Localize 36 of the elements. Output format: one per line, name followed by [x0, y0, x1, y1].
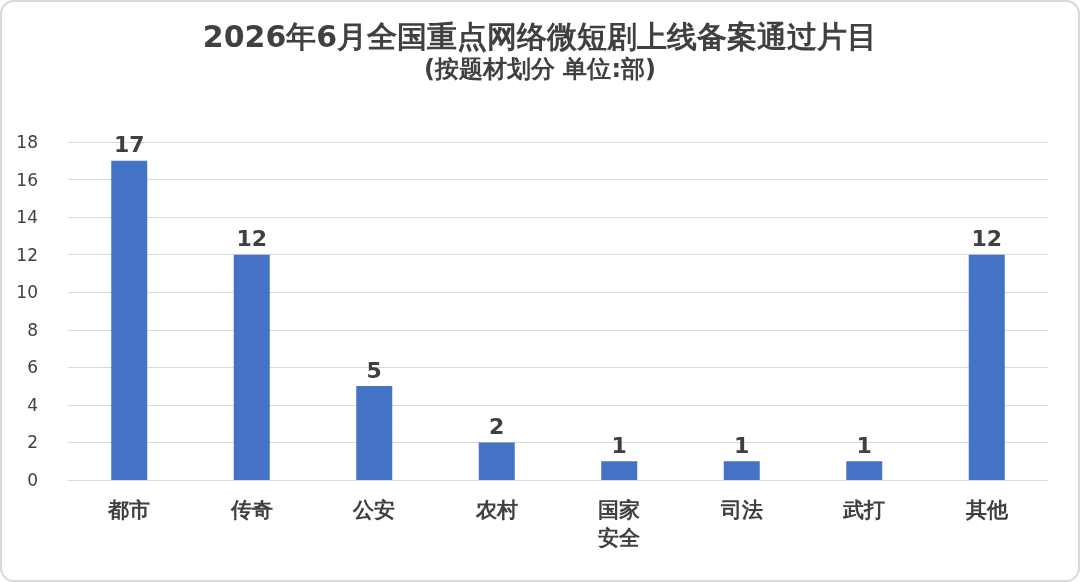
- chart-title: 2026年6月全国重点网络微短剧上线备案通过片目: [202, 18, 878, 54]
- data-label: 1: [734, 432, 750, 458]
- y-tick-label: 8: [27, 319, 38, 340]
- y-tick-label: 4: [27, 394, 38, 415]
- bar: [233, 254, 270, 480]
- y-tick-label: 10: [16, 282, 38, 303]
- y-tick-label: 16: [16, 169, 38, 190]
- y-tick-label: 2: [27, 432, 38, 453]
- data-label: 1: [611, 432, 627, 458]
- data-label: 5: [366, 357, 382, 383]
- chart-subtitle: (按题材划分 单位:部): [424, 55, 656, 83]
- y-tick-label: 12: [16, 244, 38, 265]
- bar: [111, 160, 148, 480]
- x-tick-label: 传奇: [229, 498, 273, 522]
- x-tick-label: 都市: [107, 498, 151, 522]
- bar: [356, 386, 393, 480]
- y-tick-label: 6: [27, 357, 38, 378]
- x-tick-label: 农村: [474, 498, 518, 522]
- x-tick-label: 国家安全: [598, 498, 642, 550]
- bar: [846, 461, 883, 480]
- data-label: 17: [113, 132, 145, 158]
- bar: [723, 461, 760, 480]
- y-tick-label: 18: [16, 132, 38, 152]
- x-tick-label: 公安: [352, 498, 396, 522]
- bar: [601, 461, 638, 480]
- bar: [478, 442, 515, 480]
- x-tick-label: 司法: [719, 498, 763, 522]
- data-label: 12: [971, 226, 1003, 252]
- y-tick-label: 14: [16, 207, 38, 228]
- data-label: 12: [236, 226, 268, 252]
- bar: [968, 254, 1005, 480]
- x-tick-label: 其他: [964, 498, 1009, 522]
- data-label: 1: [856, 432, 872, 458]
- y-tick-label: 0: [27, 470, 38, 490]
- x-tick-label: 武打: [842, 498, 886, 522]
- data-label: 2: [489, 413, 505, 439]
